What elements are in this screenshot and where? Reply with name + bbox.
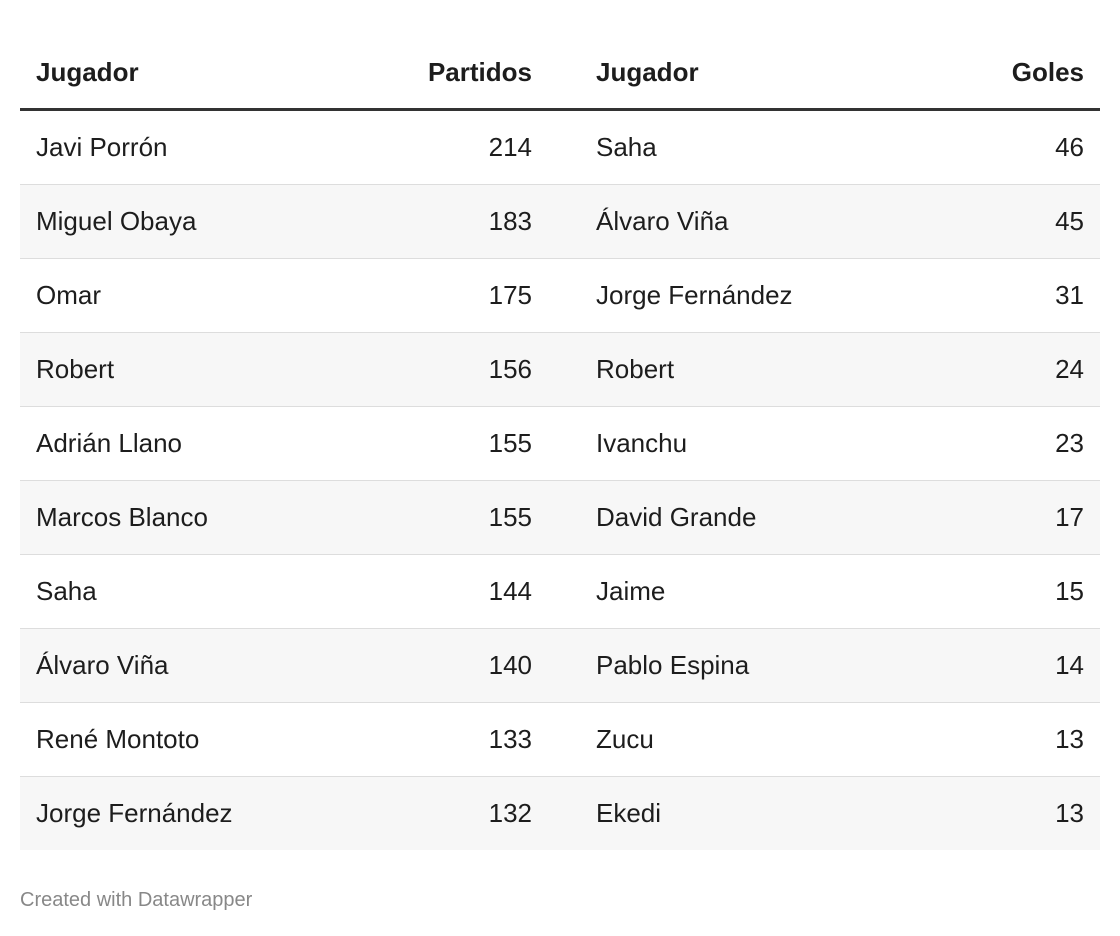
column-header: Partidos	[360, 36, 568, 111]
table-cell: 13	[918, 702, 1100, 777]
table-cell: 45	[918, 184, 1100, 259]
table-cell: 155	[360, 480, 568, 555]
table-head: Jugador Partidos Jugador Goles	[20, 36, 1100, 111]
table-cell: 46	[918, 109, 1100, 185]
table-cell: Robert	[20, 332, 360, 407]
table-cell: 140	[360, 628, 568, 703]
table-cell: Álvaro Viña	[20, 628, 360, 703]
data-table: Jugador Partidos Jugador Goles Javi Porrón 2…	[20, 36, 1100, 850]
table-cell: 23	[918, 406, 1100, 481]
table-cell: Miguel Obaya	[20, 184, 360, 259]
table-cell: David Grande	[568, 480, 918, 555]
table-cell: Ivanchu	[568, 406, 918, 481]
table-cell: 14	[918, 628, 1100, 703]
table-cell: 15	[918, 554, 1100, 629]
table-cell: Saha	[20, 554, 360, 629]
table-cell: 155	[360, 406, 568, 481]
table-row: Robert 156 Robert 24	[20, 332, 1100, 407]
table-cell: Álvaro Viña	[568, 184, 918, 259]
table-cell: 144	[360, 554, 568, 629]
table-row: Jorge Fernández 132 Ekedi 13	[20, 776, 1100, 850]
table-cell: 24	[918, 332, 1100, 407]
table-cell: 13	[918, 776, 1100, 850]
table-row: Adrián Llano 155 Ivanchu 23	[20, 406, 1100, 481]
table-row: Javi Porrón 214 Saha 46	[20, 109, 1100, 185]
table-cell: Javi Porrón	[20, 109, 360, 185]
table-cell: 156	[360, 332, 568, 407]
table-cell: René Montoto	[20, 702, 360, 777]
column-header: Goles	[918, 36, 1100, 111]
table-cell: 183	[360, 184, 568, 259]
table-row: Miguel Obaya 183 Álvaro Viña 45	[20, 184, 1100, 259]
table-cell: 17	[918, 480, 1100, 555]
table-cell: 132	[360, 776, 568, 850]
table-body: Javi Porrón 214 Saha 46 Miguel Obaya 183 Álvar…	[20, 109, 1100, 850]
table-cell: Marcos Blanco	[20, 480, 360, 555]
header-row: Jugador Partidos Jugador Goles	[20, 36, 1100, 111]
table-cell: Adrián Llano	[20, 406, 360, 481]
table-cell: Omar	[20, 258, 360, 333]
table-cell: 31	[918, 258, 1100, 333]
column-header: Jugador	[20, 36, 360, 111]
table-row: Omar 175 Jorge Fernández 31	[20, 258, 1100, 333]
footer: Created with Datawrapper	[20, 889, 253, 911]
table-row: René Montoto 133 Zucu 13	[20, 702, 1100, 777]
table-cell: Pablo Espina	[568, 628, 918, 703]
table-cell: 214	[360, 109, 568, 185]
table-cell: Jaime	[568, 554, 918, 629]
table-row: Saha 144 Jaime 15	[20, 554, 1100, 629]
table-cell: Robert	[568, 332, 918, 407]
table-cell: Jorge Fernández	[20, 776, 360, 850]
table-cell: Ekedi	[568, 776, 918, 850]
table-cell: 133	[360, 702, 568, 777]
table-cell: Jorge Fernández	[568, 258, 918, 333]
table-row: Álvaro Viña 140 Pablo Espina 14	[20, 628, 1100, 703]
table-cell: Saha	[568, 109, 918, 185]
table-row: Marcos Blanco 155 David Grande 17	[20, 480, 1100, 555]
column-header: Jugador	[568, 36, 918, 111]
table-cell: Zucu	[568, 702, 918, 777]
table-cell: 175	[360, 258, 568, 333]
